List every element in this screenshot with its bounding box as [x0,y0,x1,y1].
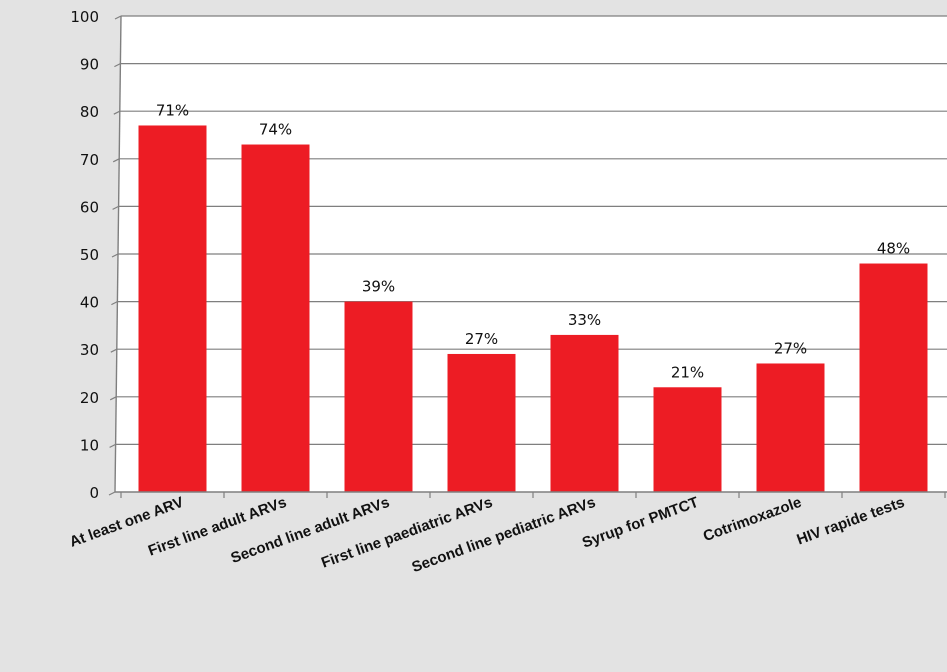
y-tick-label: 0 [89,484,99,502]
data-label: 39% [362,278,395,296]
y-tick-label: 40 [80,294,99,312]
y-tick-mark [108,491,116,496]
y-tick-label: 50 [80,246,99,264]
y-tick-mark [114,15,122,20]
gridlines [115,15,947,445]
data-label: 27% [774,339,807,357]
bar [653,387,722,492]
y-tick-label: 30 [80,341,99,359]
bar [859,263,928,492]
data-label: 21% [671,363,704,381]
bars [138,125,928,492]
data-labels: 71% 74% 39% 27% 33% 21% 27% 48% [156,101,910,381]
y-tick-mark [110,348,118,353]
y-tick-labels: 0 10 20 30 40 50 60 70 80 90 100 [70,8,99,502]
y-tick-label: 10 [80,436,99,454]
y-axis-line [114,15,122,493]
data-label: 27% [465,330,498,348]
bar [550,334,619,492]
y-tick-label: 60 [80,198,99,216]
axes [108,15,947,498]
y-tick-label: 80 [80,103,99,121]
bar [138,125,207,492]
y-tick-mark [114,63,121,68]
x-tick-label: First line paediatric ARVs [319,494,495,572]
bar [241,144,310,492]
y-tick-mark [112,158,120,163]
y-tick-mark [109,396,117,401]
y-tick-mark [112,205,119,210]
x-tick-label: Syrup for PMTCT [580,494,701,552]
x-tick-label: Second line pediatric ARVs [410,494,598,576]
y-tick-mark [113,110,121,115]
y-tick-mark [109,443,116,448]
y-tick-label: 100 [70,8,99,26]
y-tick-mark [111,301,118,306]
y-tick-label: 20 [80,389,99,407]
bar [447,353,516,492]
x-tick-label: HIV rapide tests [795,494,907,549]
data-label: 48% [877,240,910,258]
bar [756,363,825,492]
y-tick-mark [111,253,119,258]
data-label: 71% [156,101,189,119]
y-tick-label: 90 [80,56,99,74]
x-tick-label: Cotrimoxazole [701,494,804,545]
data-label: 33% [568,311,601,329]
y-tick-label: 70 [80,151,99,169]
bar [344,301,413,492]
data-label: 74% [259,121,292,139]
